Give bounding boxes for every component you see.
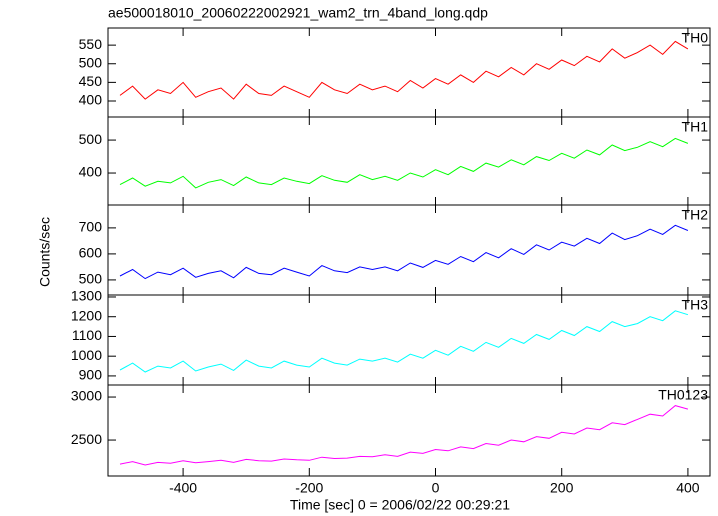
y-axis-label: Counts/sec — [37, 217, 53, 287]
y-tick-label: 500 — [79, 131, 103, 147]
panel-label: TH0 — [682, 30, 709, 46]
panel-frame — [107, 294, 711, 386]
x-tick-label: 400 — [676, 480, 700, 496]
y-tick-label: 550 — [79, 36, 103, 52]
y-tick-label: 1000 — [71, 347, 102, 363]
y-tick-label: 700 — [79, 219, 103, 235]
x-tick-label: -200 — [295, 480, 323, 496]
y-tick-label: 2500 — [71, 431, 102, 447]
y-tick-label: 400 — [79, 164, 103, 180]
y-tick-label: 500 — [79, 271, 103, 287]
y-tick-label: 450 — [79, 73, 103, 89]
y-tick-label: 500 — [79, 54, 103, 70]
y-tick-label: 900 — [79, 367, 103, 383]
series-line — [119, 40, 689, 100]
y-tick-label: 1200 — [71, 307, 102, 323]
y-tick-label: 600 — [79, 245, 103, 261]
panel-label: TH3 — [682, 297, 709, 313]
series-line — [119, 310, 689, 373]
y-tick-label: 1300 — [71, 288, 102, 304]
x-tick-label: 0 — [432, 480, 440, 496]
panel-frame — [107, 204, 711, 296]
y-tick-label: 3000 — [71, 388, 102, 404]
chart-title: ae500018010_20060222002921_wam2_trn_4ban… — [108, 5, 488, 21]
series-line — [119, 405, 689, 466]
x-axis-label: Time [sec] 0 = 2006/02/22 00:29:21 — [290, 497, 510, 513]
series-line — [119, 224, 689, 280]
panel-label: TH2 — [682, 207, 709, 223]
x-tick-label: 200 — [550, 480, 574, 496]
panel-frame — [107, 116, 711, 206]
panel-label: TH1 — [682, 119, 709, 135]
series-line — [119, 137, 689, 189]
y-tick-label: 400 — [79, 92, 103, 108]
y-tick-label: 1100 — [72, 327, 102, 343]
panel-label: TH0123 — [658, 387, 708, 403]
panel-frame — [107, 27, 711, 118]
panel-frame — [107, 384, 711, 477]
x-tick-label: -400 — [169, 480, 197, 496]
